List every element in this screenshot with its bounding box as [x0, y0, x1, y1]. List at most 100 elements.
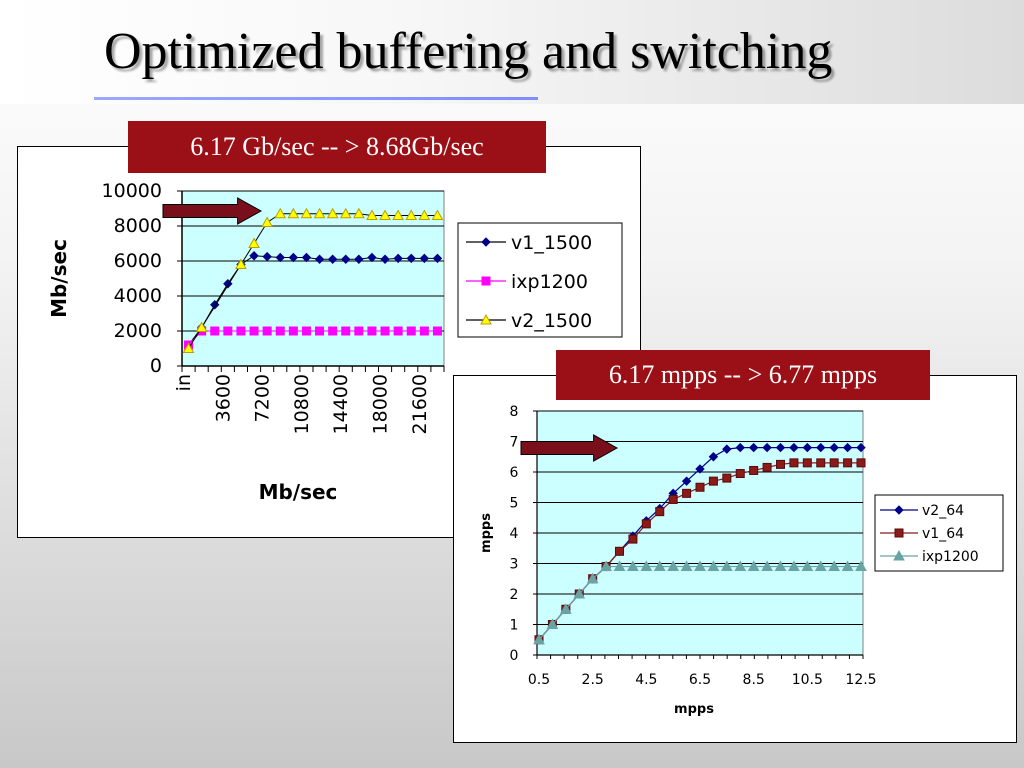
- point-v1_64: [708, 476, 718, 486]
- legend-label: ixp1200: [922, 549, 979, 565]
- point-v2_64: [695, 464, 705, 474]
- point-v2_1500: [326, 207, 339, 219]
- point-v2_1500: [366, 209, 378, 220]
- point-v2_64: [842, 442, 853, 453]
- legend-label: v1_1500: [511, 232, 592, 254]
- legend: v2_64 v1_64 ixp1200: [874, 494, 1004, 572]
- x-tick-label: 12.5: [845, 672, 876, 688]
- point-v1_64: [816, 458, 826, 468]
- title-underline: [94, 97, 538, 100]
- legend-swatch-marker: [481, 237, 491, 247]
- legend-item-ixp1200: ixp1200: [880, 549, 979, 565]
- x-tick-label: 8.5: [743, 672, 765, 688]
- point-v2_64: [856, 442, 866, 453]
- point-ixp1200: [341, 326, 351, 336]
- point-v1_1500: [275, 252, 285, 263]
- point-ixp1200: [707, 560, 720, 572]
- point-ixp1200: [586, 572, 599, 584]
- legend-item-v1_64: v1_64: [880, 526, 964, 542]
- point-ixp1200: [600, 560, 612, 572]
- point-v2_1500: [274, 207, 287, 219]
- y-axis-label: mpps: [479, 513, 494, 553]
- point-v2_1500: [287, 207, 300, 219]
- y-tick-label: 0: [510, 648, 519, 664]
- point-v2_1500: [182, 342, 195, 353]
- point-ixp1200: [627, 560, 639, 572]
- x-tick-label: 7200: [252, 374, 274, 422]
- legend-label: v1_64: [922, 526, 964, 542]
- point-v2_1500: [261, 216, 273, 227]
- y-tick-label: 4: [510, 526, 519, 542]
- y-tick-label: 2000: [114, 320, 162, 342]
- point-ixp1200: [841, 560, 854, 572]
- point-v1_64: [628, 534, 638, 544]
- point-ixp1200: [559, 603, 572, 614]
- point-ixp1200: [546, 618, 559, 629]
- packet-rate-chart: 0 1 2 3 4 5 6 7 8 0.5 2.5 4.5 6.5 8.5 10.5 12.5 mpps mpps…: [479, 404, 1004, 717]
- point-ixp1200: [814, 560, 827, 572]
- point-v1_64: [789, 458, 799, 468]
- legend-swatch-marker: [481, 276, 491, 286]
- point-v1_1500: [314, 254, 325, 264]
- y-tick-label: 8000: [114, 215, 162, 237]
- point-v2_1500: [353, 207, 365, 219]
- point-v1_64: [735, 469, 745, 479]
- point-v1_64: [829, 458, 839, 468]
- legend-swatch-marker: [480, 313, 492, 325]
- series-ixp1200: [533, 560, 867, 645]
- legend-swatch-marker: [894, 505, 904, 515]
- y-tick-label: 6000: [114, 250, 162, 272]
- highlight-arrow: [162, 197, 263, 225]
- point-v2_64: [829, 442, 839, 453]
- point-ixp1200: [249, 326, 259, 336]
- point-ixp1200: [262, 326, 272, 336]
- point-ixp1200: [855, 560, 867, 572]
- x-tick-label: 6.5: [689, 672, 711, 688]
- point-v1_1500: [262, 251, 272, 262]
- y-tick-label: 0: [150, 355, 162, 377]
- point-ixp1200: [747, 560, 760, 572]
- point-v2_1500: [339, 207, 352, 219]
- x-tick-label: 4.5: [635, 672, 657, 688]
- point-v1_1500: [301, 252, 312, 263]
- point-v1_64: [749, 465, 759, 475]
- series-ixp1200: [184, 326, 442, 350]
- point-v1_1500: [393, 253, 403, 264]
- point-v1_1500: [288, 252, 299, 263]
- point-ixp1200: [275, 326, 285, 336]
- point-v2_1500: [405, 209, 418, 220]
- highlight-arrow: [520, 434, 619, 462]
- y-tick-label: 7: [510, 435, 519, 451]
- point-v1_1500: [432, 253, 443, 264]
- point-v1_64: [722, 473, 732, 483]
- point-v1_64: [762, 462, 772, 472]
- point-v1_64: [802, 458, 812, 468]
- point-v1_1500: [406, 253, 416, 264]
- point-v2_1500: [392, 209, 404, 220]
- point-v1_1500: [367, 252, 377, 263]
- point-v2_1500: [235, 258, 247, 269]
- y-tick-label: 5: [510, 496, 519, 512]
- legend-item-v2_1500: v2_1500: [466, 310, 592, 332]
- point-ixp1200: [653, 560, 666, 572]
- callout-packet-rate: 6.17 mpps -- > 6.77 mpps: [556, 350, 930, 400]
- legend-item-v1_1500: v1_1500: [466, 232, 592, 254]
- point-v1_64: [615, 546, 624, 556]
- point-v2_64: [775, 442, 786, 453]
- point-ixp1200: [694, 560, 706, 572]
- legend-swatch-marker: [894, 528, 904, 538]
- x-tick-label: 10.5: [792, 672, 823, 688]
- callout-packet-rate-text: 6.17 mpps -- > 6.77 mpps: [608, 360, 878, 389]
- y-tick-label: 2: [510, 587, 519, 603]
- point-ixp1200: [573, 587, 586, 599]
- point-v1_1500: [341, 254, 351, 264]
- point-v2_64: [681, 476, 692, 486]
- callout-throughput-text: 6.17 Gb/sec -- > 8.68Gb/sec: [190, 132, 484, 161]
- legend-label: v2_1500: [511, 310, 592, 332]
- point-ixp1200: [774, 560, 787, 572]
- point-v2_64: [748, 442, 759, 453]
- x-tick-label: 21600: [409, 374, 431, 434]
- point-ixp1200: [734, 560, 747, 572]
- callout-throughput: 6.17 Gb/sec -- > 8.68Gb/sec: [128, 121, 546, 173]
- x-tick-label: 3600: [212, 374, 234, 422]
